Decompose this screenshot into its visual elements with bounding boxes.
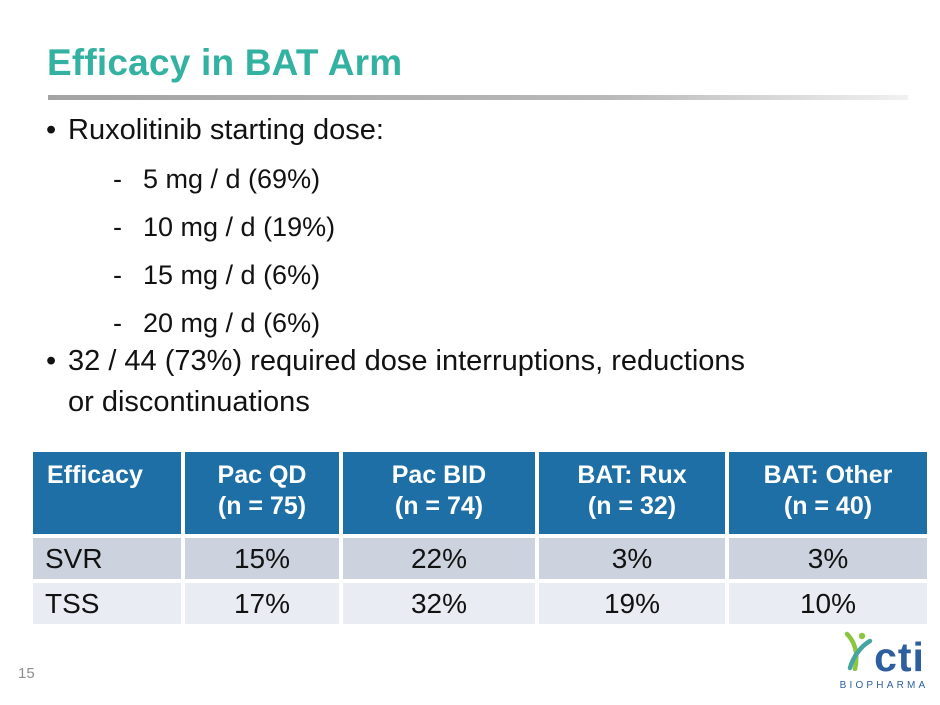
table-cell: 10%	[729, 583, 927, 624]
cti-logo-figure-icon	[843, 631, 873, 676]
header-line1: BAT: Other	[763, 461, 893, 489]
page-title: Efficacy in BAT Arm	[47, 42, 403, 83]
sub-bullet-20mg: - 20 mg / d (6%)	[113, 305, 320, 341]
dash-icon: -	[113, 308, 122, 338]
table-header-bat-rux: BAT: Rux (n = 32)	[539, 452, 725, 534]
table-header-bat-other: BAT: Other (n = 40)	[729, 452, 927, 534]
dash-icon: -	[113, 260, 122, 290]
cti-biopharma-logo: cti BIOPHARMA	[831, 631, 937, 691]
sub-bullet-10mg: - 10 mg / d (19%)	[113, 209, 335, 245]
cti-logo-row: cti	[831, 631, 937, 680]
header-line2: (n = 75)	[217, 492, 307, 520]
sub-bullet-text: 10 mg / d (19%)	[143, 212, 336, 242]
table-header-efficacy: Efficacy	[33, 452, 181, 534]
table-cell: 15%	[185, 538, 339, 579]
cti-logo-subtext: BIOPHARMA	[839, 680, 929, 691]
sub-bullet-text: 20 mg / d (6%)	[143, 308, 321, 338]
header-line2: (n = 74)	[394, 492, 484, 520]
table-header-pac-qd: Pac QD (n = 75)	[185, 452, 339, 534]
table-row-label: SVR	[33, 538, 181, 579]
sub-bullet-text: 5 mg / d (69%)	[143, 164, 321, 194]
table-cell: 22%	[343, 538, 535, 579]
page-number: 15	[18, 665, 35, 682]
table-cell: 3%	[729, 538, 927, 579]
header-line2: (n = 40)	[783, 492, 873, 520]
cti-logo-wordmark: cti	[874, 634, 925, 680]
table-cell: 19%	[539, 583, 725, 624]
bullet-dose-interruptions: • 32 / 44 (73%) required dose interrupti…	[46, 341, 768, 423]
bullet-starting-dose: • Ruxolitinib starting dose:	[46, 110, 384, 150]
header-line1: Efficacy	[47, 461, 143, 489]
sub-bullet-15mg: - 15 mg / d (6%)	[113, 257, 320, 293]
bullet-icon: •	[46, 345, 57, 377]
sub-bullet-text: 15 mg / d (6%)	[143, 260, 321, 290]
table-cell: 3%	[539, 538, 725, 579]
bullet-icon: •	[46, 114, 57, 146]
table-cell: 32%	[343, 583, 535, 624]
header-line1: Pac BID	[391, 461, 487, 489]
table-cell: 17%	[185, 583, 339, 624]
table-row-label: TSS	[33, 583, 181, 624]
title-underline	[48, 95, 908, 100]
dash-icon: -	[113, 212, 122, 242]
efficacy-table: Efficacy Pac QD (n = 75) Pac BID (n = 74…	[33, 452, 927, 624]
bullet-text: 32 / 44 (73%) required dose interruption…	[68, 345, 746, 418]
table-header-pac-bid: Pac BID (n = 74)	[343, 452, 535, 534]
bullet-text: Ruxolitinib starting dose:	[68, 114, 384, 146]
sub-bullet-5mg: - 5 mg / d (69%)	[113, 161, 320, 197]
header-line1: BAT: Rux	[577, 461, 687, 489]
header-line1: Pac QD	[217, 461, 307, 489]
dash-icon: -	[113, 164, 122, 194]
header-line2: (n = 32)	[587, 492, 677, 520]
